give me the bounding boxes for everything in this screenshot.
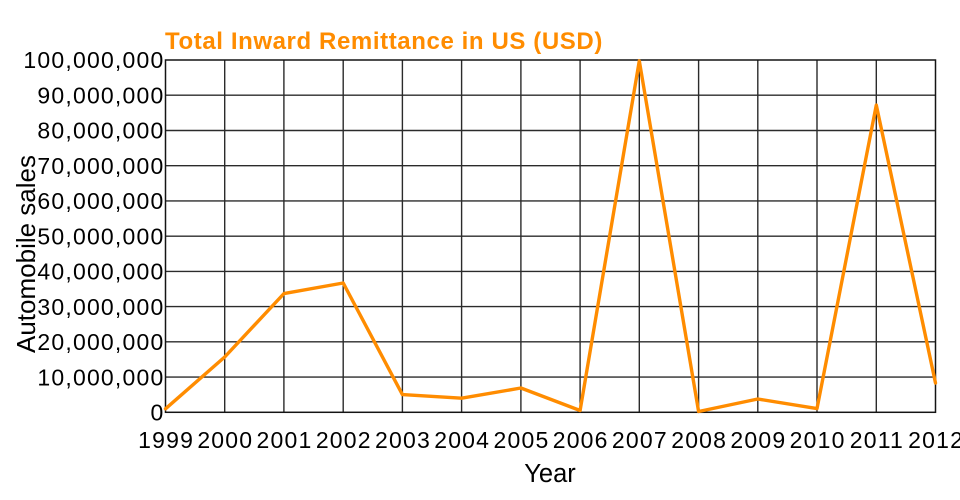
svg-text:Automobile sales: Automobile sales	[11, 155, 41, 353]
svg-text:80,000,000: 80,000,000	[37, 118, 164, 144]
svg-text:2003: 2003	[375, 427, 431, 453]
svg-text:20,000,000: 20,000,000	[37, 329, 164, 355]
svg-text:60,000,000: 60,000,000	[37, 188, 164, 214]
svg-text:2006: 2006	[553, 427, 609, 453]
svg-text:2010: 2010	[790, 427, 846, 453]
svg-text:1999: 1999	[138, 427, 194, 453]
svg-text:2007: 2007	[612, 427, 668, 453]
svg-text:30,000,000: 30,000,000	[37, 294, 164, 320]
svg-text:70,000,000: 70,000,000	[37, 153, 164, 179]
svg-text:2002: 2002	[316, 427, 372, 453]
svg-text:Year: Year	[524, 460, 576, 488]
svg-text:2001: 2001	[257, 427, 313, 453]
svg-text:40,000,000: 40,000,000	[37, 259, 164, 285]
svg-text:2000: 2000	[197, 427, 253, 453]
svg-text:2008: 2008	[671, 427, 727, 453]
svg-text:90,000,000: 90,000,000	[37, 82, 164, 108]
svg-text:2011: 2011	[850, 427, 904, 453]
svg-text:2004: 2004	[434, 427, 490, 453]
svg-text:Total Inward Remittance in US: Total Inward Remittance in US (USD)	[165, 28, 603, 55]
svg-text:2009: 2009	[730, 427, 786, 453]
svg-text:10,000,000: 10,000,000	[37, 364, 164, 390]
svg-text:100,000,000: 100,000,000	[23, 47, 164, 73]
svg-text:2005: 2005	[494, 427, 550, 453]
svg-text:0: 0	[151, 400, 165, 426]
svg-text:50,000,000: 50,000,000	[37, 223, 164, 249]
svg-text:2012: 2012	[908, 427, 960, 453]
